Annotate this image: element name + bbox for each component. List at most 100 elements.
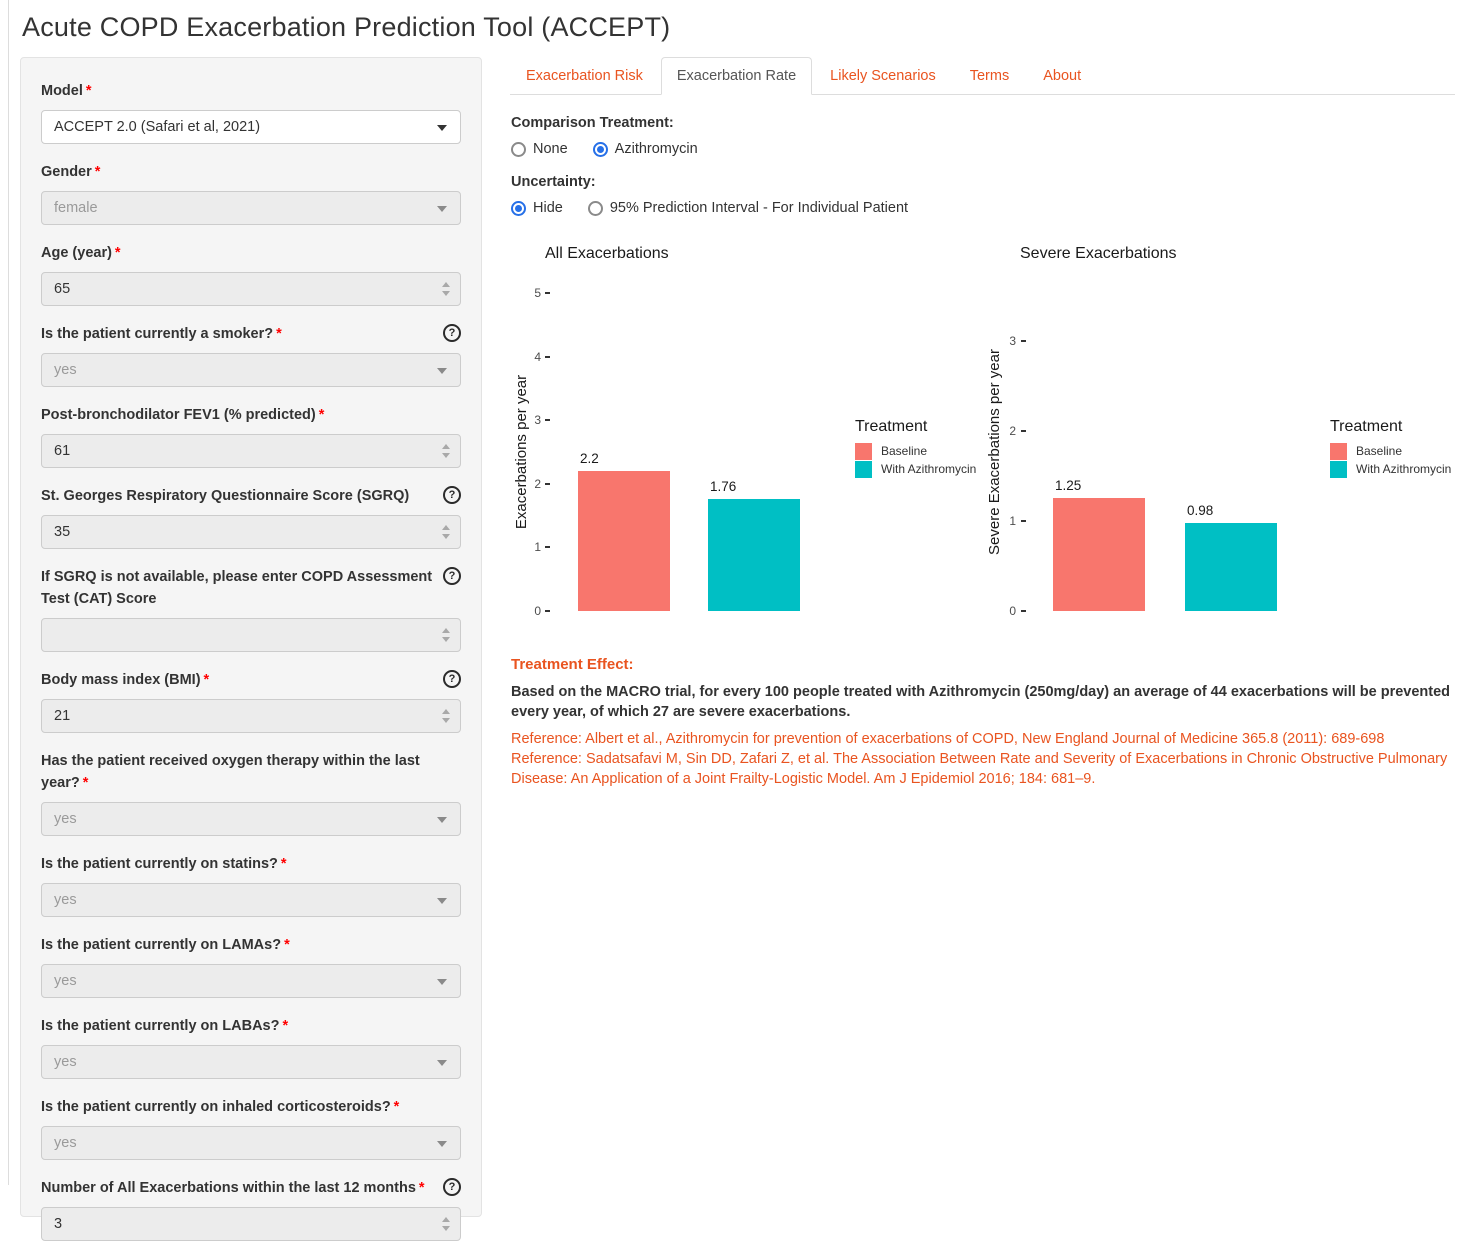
fev1-input[interactable]: 61	[41, 434, 461, 468]
exacerbations-count-input-label: Number of All Exacerbations within the l…	[41, 1180, 425, 1196]
required-asterisk: *	[282, 1018, 289, 1034]
corticosteroids-select-field: Is the patient currently on inhaled cort…	[41, 1096, 461, 1160]
treatment-effect-body: Based on the MACRO trial, for every 100 …	[511, 684, 1451, 720]
age-input[interactable]: 65	[41, 272, 461, 306]
statins-select[interactable]: yes	[41, 883, 461, 917]
statins-select-field: Is the patient currently on statins? * yes	[41, 853, 461, 917]
severe-exacerbations-tick-2: 2	[1009, 424, 1016, 438]
statins-select-label: Is the patient currently on statins? *	[41, 856, 287, 872]
lamas-select-label: Is the patient currently on LAMAs? *	[41, 937, 290, 953]
labas-select-field: Is the patient currently on LABAs? * yes	[41, 1015, 461, 1079]
bmi-input-field: Body mass index (BMI) *? 21	[41, 669, 461, 733]
chevron-down-icon	[437, 368, 447, 374]
number-spinner[interactable]	[442, 709, 450, 723]
lamas-select-value: yes	[54, 973, 77, 989]
help-icon[interactable]: ?	[443, 324, 461, 342]
number-spinner[interactable]	[442, 525, 450, 539]
required-asterisk: *	[94, 164, 101, 180]
tick-mark	[545, 610, 550, 612]
spin-down-icon	[442, 718, 450, 723]
gender-select-field: Gender * female	[41, 161, 461, 225]
age-input-field: Age (year) * 65	[41, 242, 461, 306]
number-spinner[interactable]	[442, 1217, 450, 1231]
all-exacerbations-y-axis-label: Exacerbations per year	[513, 374, 530, 530]
comparison-azithromycin-radio[interactable]: Azithromycin	[592, 141, 698, 157]
all-exacerbations-title: All Exacerbations	[545, 245, 669, 262]
help-icon[interactable]: ?	[443, 670, 461, 688]
required-asterisk: *	[284, 937, 290, 953]
with-azithromycin-legend-swatch	[1330, 461, 1347, 478]
with-azithromycin-bar	[1185, 523, 1277, 611]
tab-likely-scenarios[interactable]: Likely Scenarios	[830, 68, 936, 84]
uncertainty-hide-radio-label: Hide	[533, 200, 563, 216]
chevron-down-icon	[437, 898, 447, 904]
tab-bar: Exacerbation Risk Exacerbation Rate Likely…	[510, 57, 1455, 95]
treatment-effect-reference-1: Reference: Albert et al., Azithromycin f…	[511, 731, 1385, 747]
model-select-label: Model *	[41, 83, 92, 99]
bmi-input[interactable]: 21	[41, 699, 461, 733]
all-exacerbations-tick-4: 4	[534, 349, 541, 364]
labas-select-value: yes	[54, 1054, 77, 1070]
with-azithromycin-legend-label: With Azithromycin	[881, 462, 977, 476]
tab-exacerbation-risk[interactable]: Exacerbation Risk	[526, 68, 643, 84]
all-exacerbations-legend-title: Treatment	[855, 418, 928, 435]
help-icon[interactable]: ?	[443, 567, 461, 585]
gender-select[interactable]: female	[41, 191, 461, 225]
input-sidebar: Model * ACCEPT 2.0 (Safari et al, 2021) Gen…	[20, 57, 482, 1241]
smoker-select-value: yes	[54, 362, 77, 378]
lamas-select-field: Is the patient currently on LAMAs? * yes	[41, 934, 461, 998]
uncertainty-hide-radio-icon	[511, 200, 526, 216]
fev1-input-field: Post-bronchodilator FEV1 (% predicted) * 6…	[41, 404, 461, 468]
severe-exacerbations-tick-1: 1	[1009, 514, 1016, 528]
tab-exacerbation-rate[interactable]: Exacerbation Rate	[660, 57, 813, 95]
cat-input[interactable]	[41, 618, 461, 652]
sgrq-input[interactable]: 35	[41, 515, 461, 549]
help-icon[interactable]: ?	[443, 486, 461, 504]
severe-exacerbations-tick-3: 3	[1009, 334, 1016, 348]
required-asterisk: *	[318, 407, 325, 423]
corticosteroids-select-value: yes	[54, 1135, 77, 1151]
uncertainty-interval-radio[interactable]: 95% Prediction Interval - For Individual…	[587, 200, 908, 216]
spin-down-icon	[442, 453, 450, 458]
baseline-bar	[1053, 498, 1145, 611]
tick-mark	[1021, 340, 1026, 342]
treatment-effect-heading: Treatment Effect:	[511, 656, 634, 673]
tab-terms[interactable]: Terms	[969, 68, 1010, 84]
spin-up-icon	[442, 709, 450, 714]
treatment-effect-reference-2: Reference: Sadatsafavi M, Sin DD, Zafari…	[511, 751, 1448, 787]
treatment-effect-block: Treatment Effect: Based on the MACRO tri…	[511, 655, 1453, 789]
comparison-treatment-label: Comparison Treatment:	[511, 115, 674, 131]
corticosteroids-select[interactable]: yes	[41, 1126, 461, 1160]
lamas-select[interactable]: yes	[41, 964, 461, 998]
tick-mark	[545, 482, 550, 485]
required-asterisk: *	[393, 1099, 400, 1115]
comparison-none-radio[interactable]: None	[511, 141, 568, 157]
chevron-down-icon	[437, 1060, 447, 1066]
tab-about[interactable]: About	[1043, 68, 1082, 84]
spin-up-icon	[442, 628, 450, 633]
comparison-treatment-radios: None Azithromycin	[511, 141, 908, 157]
exacerbations-count-input-value: 3	[54, 1216, 63, 1232]
number-spinner[interactable]	[442, 444, 450, 458]
smoker-select-label: Is the patient currently a smoker? *	[41, 326, 282, 342]
sgrq-input-label: St. Georges Respiratory Questionnaire Sc…	[41, 488, 410, 504]
tick-mark	[1021, 520, 1026, 522]
model-select-value: ACCEPT 2.0 (Safari et al, 2021)	[54, 119, 261, 135]
uncertainty-hide-radio[interactable]: Hide	[511, 200, 563, 216]
number-spinner[interactable]	[442, 628, 450, 642]
exacerbations-count-input[interactable]: 3	[41, 1207, 461, 1241]
comparison-azithromycin-radio-label: Azithromycin	[614, 141, 698, 157]
all-exacerbations-tick-0: 0	[534, 604, 541, 618]
help-icon[interactable]: ?	[443, 1178, 461, 1196]
smoker-select[interactable]: yes	[41, 353, 461, 387]
oxygen-select[interactable]: yes	[41, 802, 461, 836]
required-asterisk: *	[418, 1180, 425, 1196]
uncertainty-interval-radio-icon	[587, 200, 603, 216]
with-azithromycin-legend-label: With Azithromycin	[1356, 462, 1452, 476]
labas-select[interactable]: yes	[41, 1045, 461, 1079]
comparison-none-radio-label: None	[533, 141, 568, 157]
baseline-legend-swatch	[855, 443, 872, 460]
model-select[interactable]: ACCEPT 2.0 (Safari et al, 2021)	[41, 110, 461, 144]
age-input-label: Age (year) *	[41, 245, 121, 261]
number-spinner[interactable]	[442, 282, 450, 296]
